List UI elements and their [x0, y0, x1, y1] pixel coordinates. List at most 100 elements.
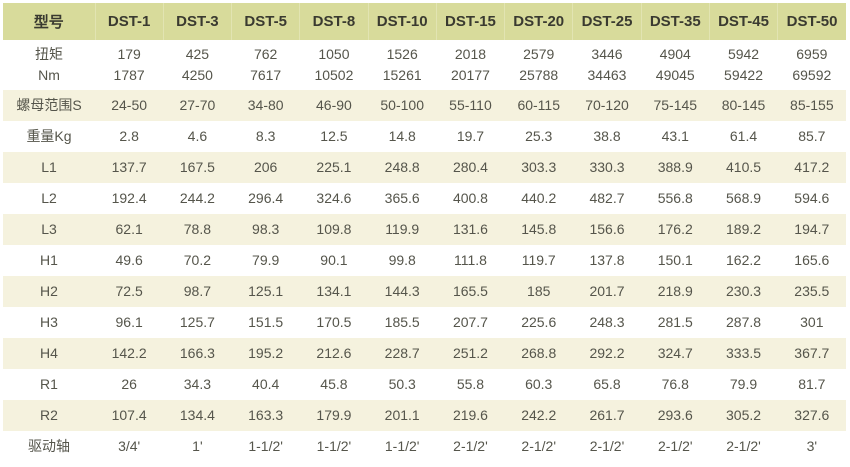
cell: 79.9: [709, 369, 778, 400]
cell: 762 7617: [231, 40, 300, 90]
cell: 2-1/2': [641, 431, 710, 462]
cell: 324.7: [641, 338, 710, 369]
cell: 556.8: [641, 183, 710, 214]
cell: 225.1: [299, 152, 369, 183]
row-label: L1: [3, 152, 95, 183]
column-header: DST-50: [777, 3, 846, 40]
cell: 410.5: [709, 152, 778, 183]
row-label: L2: [3, 183, 95, 214]
table-row: 螺母范围S 24-50 27-70 34-80 46-90 50-100 55-110 60-…: [3, 90, 846, 121]
cell: 417.2: [777, 152, 846, 183]
cell: 145.8: [504, 214, 573, 245]
cell: 218.9: [641, 276, 710, 307]
cell: 330.3: [572, 152, 642, 183]
cell: 230.3: [709, 276, 778, 307]
cell: 162.2: [709, 245, 778, 276]
cell: 251.2: [436, 338, 505, 369]
cell: 482.7: [572, 183, 642, 214]
row-label: H1: [3, 245, 95, 276]
cell: 163.3: [231, 400, 300, 431]
column-header: DST-8: [299, 3, 369, 40]
cell: 62.1: [95, 214, 164, 245]
row-label: H3: [3, 307, 95, 338]
cell: 2-1/2': [504, 431, 573, 462]
table-row: 驱动轴 3/4' 1' 1-1/2' 1-1/2' 1-1/2' 2-1/2' 2-1/2' 2…: [3, 431, 846, 462]
cell: 78.8: [163, 214, 232, 245]
column-header: DST-20: [504, 3, 573, 40]
cell: 49.6: [95, 245, 164, 276]
cell: 179.9: [299, 400, 369, 431]
column-header: DST-1: [94, 3, 164, 40]
cell: 292.2: [572, 338, 642, 369]
cell: 25.3: [504, 121, 573, 152]
cell: 142.2: [95, 338, 164, 369]
cell: 192.4: [95, 183, 164, 214]
cell: 134.1: [299, 276, 369, 307]
cell: 14.8: [368, 121, 437, 152]
cell: 388.9: [641, 152, 710, 183]
cell: 185.5: [368, 307, 437, 338]
cell: 301: [777, 307, 846, 338]
cell: 151.5: [231, 307, 300, 338]
cell: 207.7: [436, 307, 505, 338]
cell: 176.2: [641, 214, 710, 245]
cell: 2579 25788: [504, 40, 573, 90]
cell: 165.5: [436, 276, 505, 307]
cell: 365.6: [368, 183, 437, 214]
cell: 81.7: [777, 369, 846, 400]
cell: 195.2: [231, 338, 300, 369]
cell: 568.9: [709, 183, 778, 214]
cell: 6959 69592: [777, 40, 846, 90]
cell: 131.6: [436, 214, 505, 245]
table-row: 扭矩 Nm 179 1787 425 4250 762 7617 1050 10502 1…: [3, 40, 846, 90]
cell: 96.1: [95, 307, 164, 338]
column-header: DST-5: [231, 3, 300, 40]
row-label: H4: [3, 338, 95, 369]
cell: 50.3: [368, 369, 437, 400]
cell: 61.4: [709, 121, 778, 152]
row-label: H2: [3, 276, 95, 307]
table-row: H4 142.2 166.3 195.2 212.6 228.7 251.2 268.8 292…: [3, 338, 846, 369]
cell: 2-1/2': [709, 431, 778, 462]
cell: 98.3: [231, 214, 300, 245]
column-header: DST-15: [435, 3, 505, 40]
cell: 4904 49045: [641, 40, 710, 90]
cell: 85.7: [777, 121, 846, 152]
cell: 244.2: [163, 183, 232, 214]
cell: 8.3: [231, 121, 300, 152]
cell: 43.1: [641, 121, 710, 152]
cell: 206: [231, 152, 300, 183]
cell: 179 1787: [95, 40, 164, 90]
column-header: DST-3: [162, 3, 232, 40]
row-label: 螺母范围S: [3, 90, 95, 121]
cell: 293.6: [641, 400, 710, 431]
cell: 46-90: [299, 90, 369, 121]
cell: 201.7: [572, 276, 642, 307]
row-label: R1: [3, 369, 95, 400]
cell: 1-1/2': [231, 431, 300, 462]
cell: 79.9: [231, 245, 300, 276]
cell: 303.3: [504, 152, 573, 183]
cell: 38.8: [572, 121, 642, 152]
cell: 281.5: [641, 307, 710, 338]
cell: 150.1: [641, 245, 710, 276]
cell: 40.4: [231, 369, 300, 400]
table-row: 重量Kg 2.8 4.6 8.3 12.5 14.8 19.7 25.3 38.8 43.1 61.…: [3, 121, 846, 152]
table-body: 扭矩 Nm 179 1787 425 4250 762 7617 1050 10502 1…: [3, 40, 846, 462]
cell: 185: [504, 276, 573, 307]
cell: 219.6: [436, 400, 505, 431]
table-row: L1 137.7 167.5 206 225.1 248.8 280.4 303.3 330.3…: [3, 152, 846, 183]
cell: 3': [777, 431, 846, 462]
cell: 235.5: [777, 276, 846, 307]
cell: 242.2: [504, 400, 573, 431]
row-label: 驱动轴: [3, 431, 95, 462]
cell: 45.8: [299, 369, 369, 400]
cell: 26: [95, 369, 164, 400]
cell: 3446 34463: [572, 40, 642, 90]
cell: 248.8: [368, 152, 437, 183]
cell: 134.4: [163, 400, 232, 431]
cell: 2-1/2': [572, 431, 642, 462]
table-row: L3 62.1 78.8 98.3 109.8 119.9 131.6 145.8 156.6 1…: [3, 214, 846, 245]
cell: 85-155: [777, 90, 846, 121]
cell: 194.7: [777, 214, 846, 245]
